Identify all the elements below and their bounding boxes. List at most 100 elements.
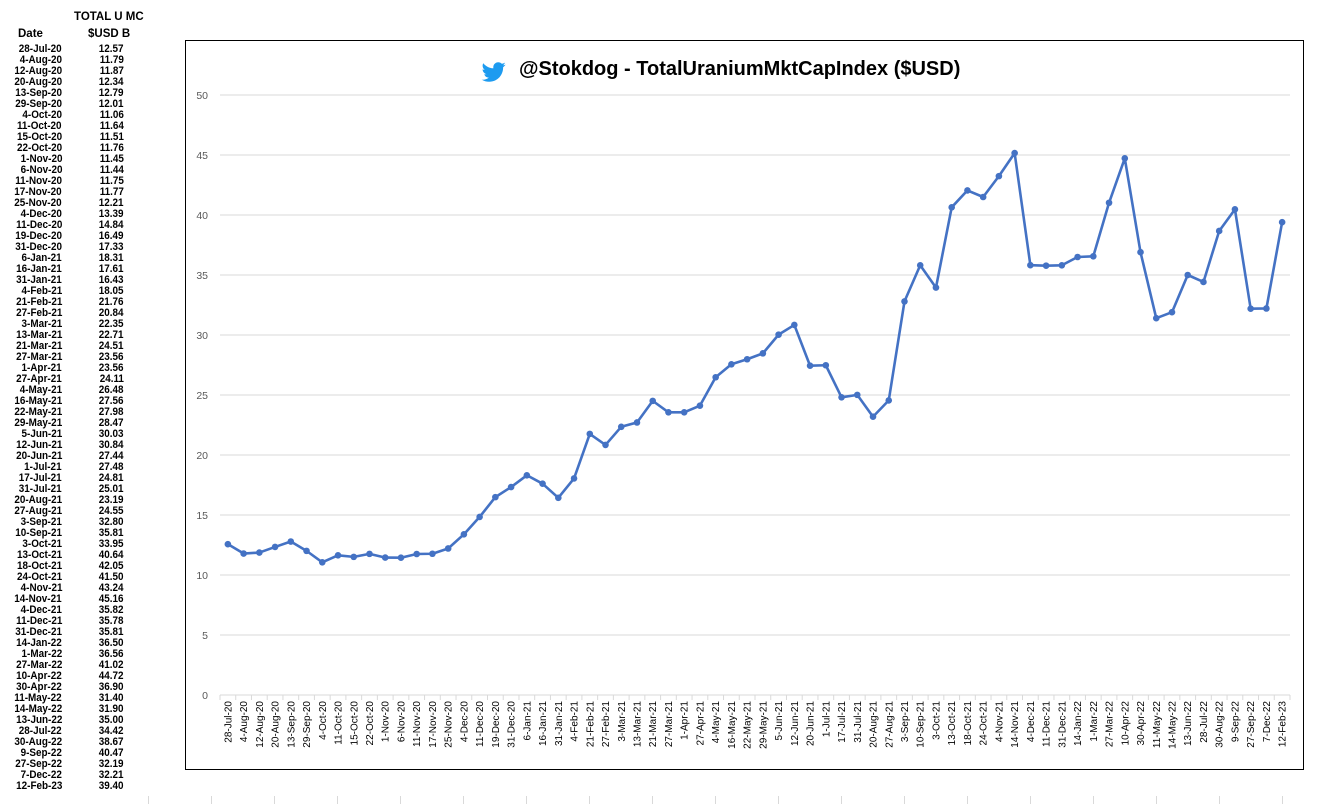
y-tick-label: 35 [196,270,208,282]
data-point [303,547,310,555]
y-tick-label: 15 [196,510,208,522]
table-row: 25-Nov-20 12.21 [0,198,180,209]
table-cell-date: 21-Mar-21 [15,340,62,352]
table-cell-value: 45.16 [99,593,124,605]
table-cell-date: 16-Jan-21 [16,263,62,275]
table-cell-value: 27.44 [99,450,124,462]
data-point [444,545,452,552]
table-cell-value: 21.76 [99,296,124,308]
table-row: 28-Jul-20 12.57 [0,44,180,55]
data-point [916,261,924,269]
table-cell-value: 11.06 [99,109,124,121]
x-tick-label: 1-Mar-22 [1089,701,1100,742]
table-row: 20-Jun-21 27.44 [0,451,180,462]
sheet-gridline [337,796,338,804]
data-point [964,187,971,194]
x-tick-label: 27-Apr-21 [695,701,706,746]
table-row: 30-Apr-22 36.90 [0,682,180,693]
chart-title-group: @Stokdog - TotalUraniumMktCapIndex ($USD… [481,58,960,82]
table-cell-date: 1-Nov-20 [20,153,62,165]
x-tick-label: 13-Jun-22 [1183,701,1194,746]
table-cell-date: 13-Oct-21 [16,549,62,561]
table-row: 27-Sep-22 32.19 [0,759,180,770]
data-point [712,373,719,381]
table-cell-date: 27-Sep-22 [15,758,62,770]
table-row: 15-Oct-20 11.51 [0,132,180,143]
sheet-gridline [211,796,212,804]
x-tick-label: 4-Oct-20 [318,701,329,740]
table-row: 10-Sep-21 35.81 [0,528,180,539]
table-cell-date: 10-Sep-21 [15,527,62,539]
data-point [1247,305,1254,313]
data-point [240,550,247,557]
table-cell-value: 36.56 [99,648,124,660]
sheet-gridline [526,796,527,804]
table-cell-value: 22.71 [99,329,124,341]
table-row: 12-Jun-21 30.84 [0,440,180,451]
table-cell-value: 12.57 [99,43,124,55]
table-row: 17-Nov-20 11.77 [0,187,180,198]
data-point [649,397,657,405]
x-tick-label: 3-Sep-21 [900,701,911,743]
table-cell-date: 12-Feb-23 [15,780,62,792]
table-cell-date: 10-Apr-22 [16,670,62,682]
table-cell-date: 14-Nov-21 [14,593,62,605]
table-cell-date: 27-Mar-22 [15,659,62,671]
data-point [995,172,1003,180]
table-cell-value: 35.81 [99,626,124,638]
table-cell-date: 19-Dec-20 [15,230,62,242]
table-row: 1-Nov-20 11.45 [0,154,180,165]
x-tick-label: 27-Aug-21 [884,701,895,748]
table-row: 13-Oct-21 40.64 [0,550,180,561]
x-tick-label: 5-Jun-21 [774,701,785,741]
table-cell-date: 11-Oct-20 [17,120,62,132]
table-cell-date: 30-Aug-22 [14,736,62,748]
data-point [1168,308,1176,316]
data-point [1184,271,1192,279]
x-tick-label: 11-Oct-20 [334,701,345,745]
table-row: 20-Aug-20 12.34 [0,77,180,88]
table-cell-date: 30-Apr-22 [16,681,62,693]
x-tick-label: 27-Mar-22 [1105,701,1116,748]
table-cell-value: 25.01 [99,483,124,495]
x-tick-label: 15-Oct-20 [349,701,360,746]
x-tick-label: 16-Jan-21 [538,701,549,746]
table-cell-date: 9-Sep-22 [20,747,62,759]
table-row: 10-Apr-22 44.72 [0,671,180,682]
data-point [492,493,499,501]
table-cell-date: 11-Dec-20 [15,219,62,231]
data-point [1027,261,1034,269]
sheet-gridline [274,796,275,804]
table-row: 7-Dec-22 32.21 [0,770,180,781]
table-row: 1-Apr-21 23.56 [0,363,180,374]
table-row: 4-Feb-21 18.05 [0,286,180,297]
table-cell-date: 28-Jul-20 [19,43,62,55]
twitter-bird-shape [481,62,506,82]
table-cell-date: 17-Jul-21 [19,472,62,484]
x-tick-label: 4-May-21 [711,701,722,744]
data-point [1105,199,1113,207]
table-row: 21-Mar-21 24.51 [0,341,180,352]
x-tick-label: 7-Dec-22 [1262,701,1273,743]
table-row: 27-Feb-21 20.84 [0,308,180,319]
y-tick-label: 30 [196,330,208,342]
table-cell-date: 1-Jul-21 [24,461,62,473]
table-row: 21-Feb-21 21.76 [0,297,180,308]
data-point [1137,248,1144,256]
table-cell-value: 42.05 [99,560,124,572]
data-point [287,538,295,545]
x-tick-label: 28-Jul-20 [223,701,234,743]
data-point [979,193,987,201]
table-cell-date: 4-Aug-20 [19,54,62,66]
table-cell-date: 29-Sep-20 [15,98,62,110]
chart-area: @Stokdog - TotalUraniumMktCapIndex ($USD… [185,40,1304,770]
x-tick-label: 19-Dec-20 [491,701,502,748]
data-point [759,350,767,357]
table-cell-date: 20-Aug-21 [14,494,62,506]
sheet-gridline [841,796,842,804]
series-line-layer [226,151,1284,564]
data-point [791,321,798,329]
y-tick-label: 0 [202,690,208,702]
table-cell-date: 13-Mar-21 [15,329,62,341]
table-cell-value: 12.01 [99,98,124,110]
